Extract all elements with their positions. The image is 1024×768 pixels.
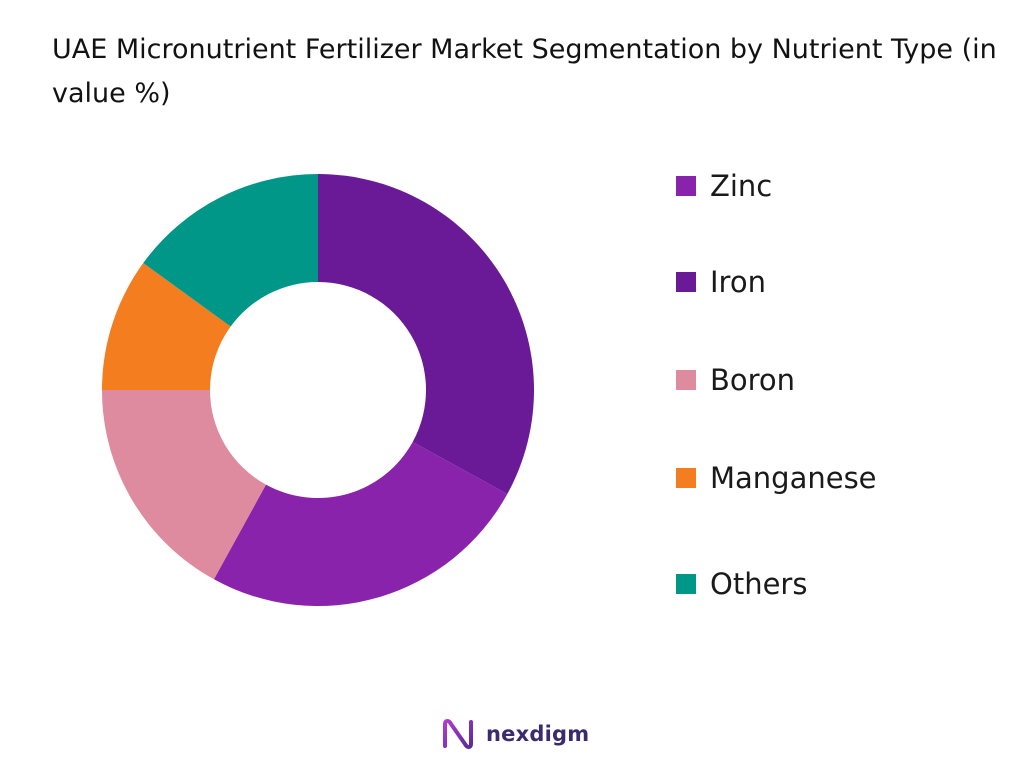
slice-zinc — [213, 442, 508, 606]
slice-boron — [102, 390, 266, 580]
legend-item-boron: Boron — [676, 360, 795, 400]
legend-item-manganese: Manganese — [676, 458, 877, 498]
legend-item-zinc: Zinc — [676, 166, 772, 206]
legend-label: Boron — [710, 363, 796, 397]
legend-swatch — [676, 272, 696, 292]
legend-item-others: Others — [676, 564, 807, 604]
slice-iron — [318, 174, 535, 495]
chart-title: UAE Micronutrient Fertilizer Market Segm… — [52, 34, 997, 109]
slice-others — [143, 174, 318, 327]
nexdigm-logo-icon — [443, 719, 473, 749]
legend-swatch — [676, 176, 696, 196]
legend-swatch — [676, 468, 696, 488]
brand-name: nexdigm — [486, 722, 590, 746]
brand-logo: nexdigm — [440, 714, 589, 754]
legend-label: Manganese — [710, 461, 877, 495]
slice-manganese — [102, 263, 231, 390]
legend-label: Zinc — [710, 169, 773, 203]
legend-label: Iron — [710, 265, 766, 299]
legend-item-iron: Iron — [676, 262, 766, 302]
legend-swatch — [676, 574, 696, 594]
legend-swatch — [676, 370, 696, 390]
legend-label: Others — [710, 567, 808, 601]
